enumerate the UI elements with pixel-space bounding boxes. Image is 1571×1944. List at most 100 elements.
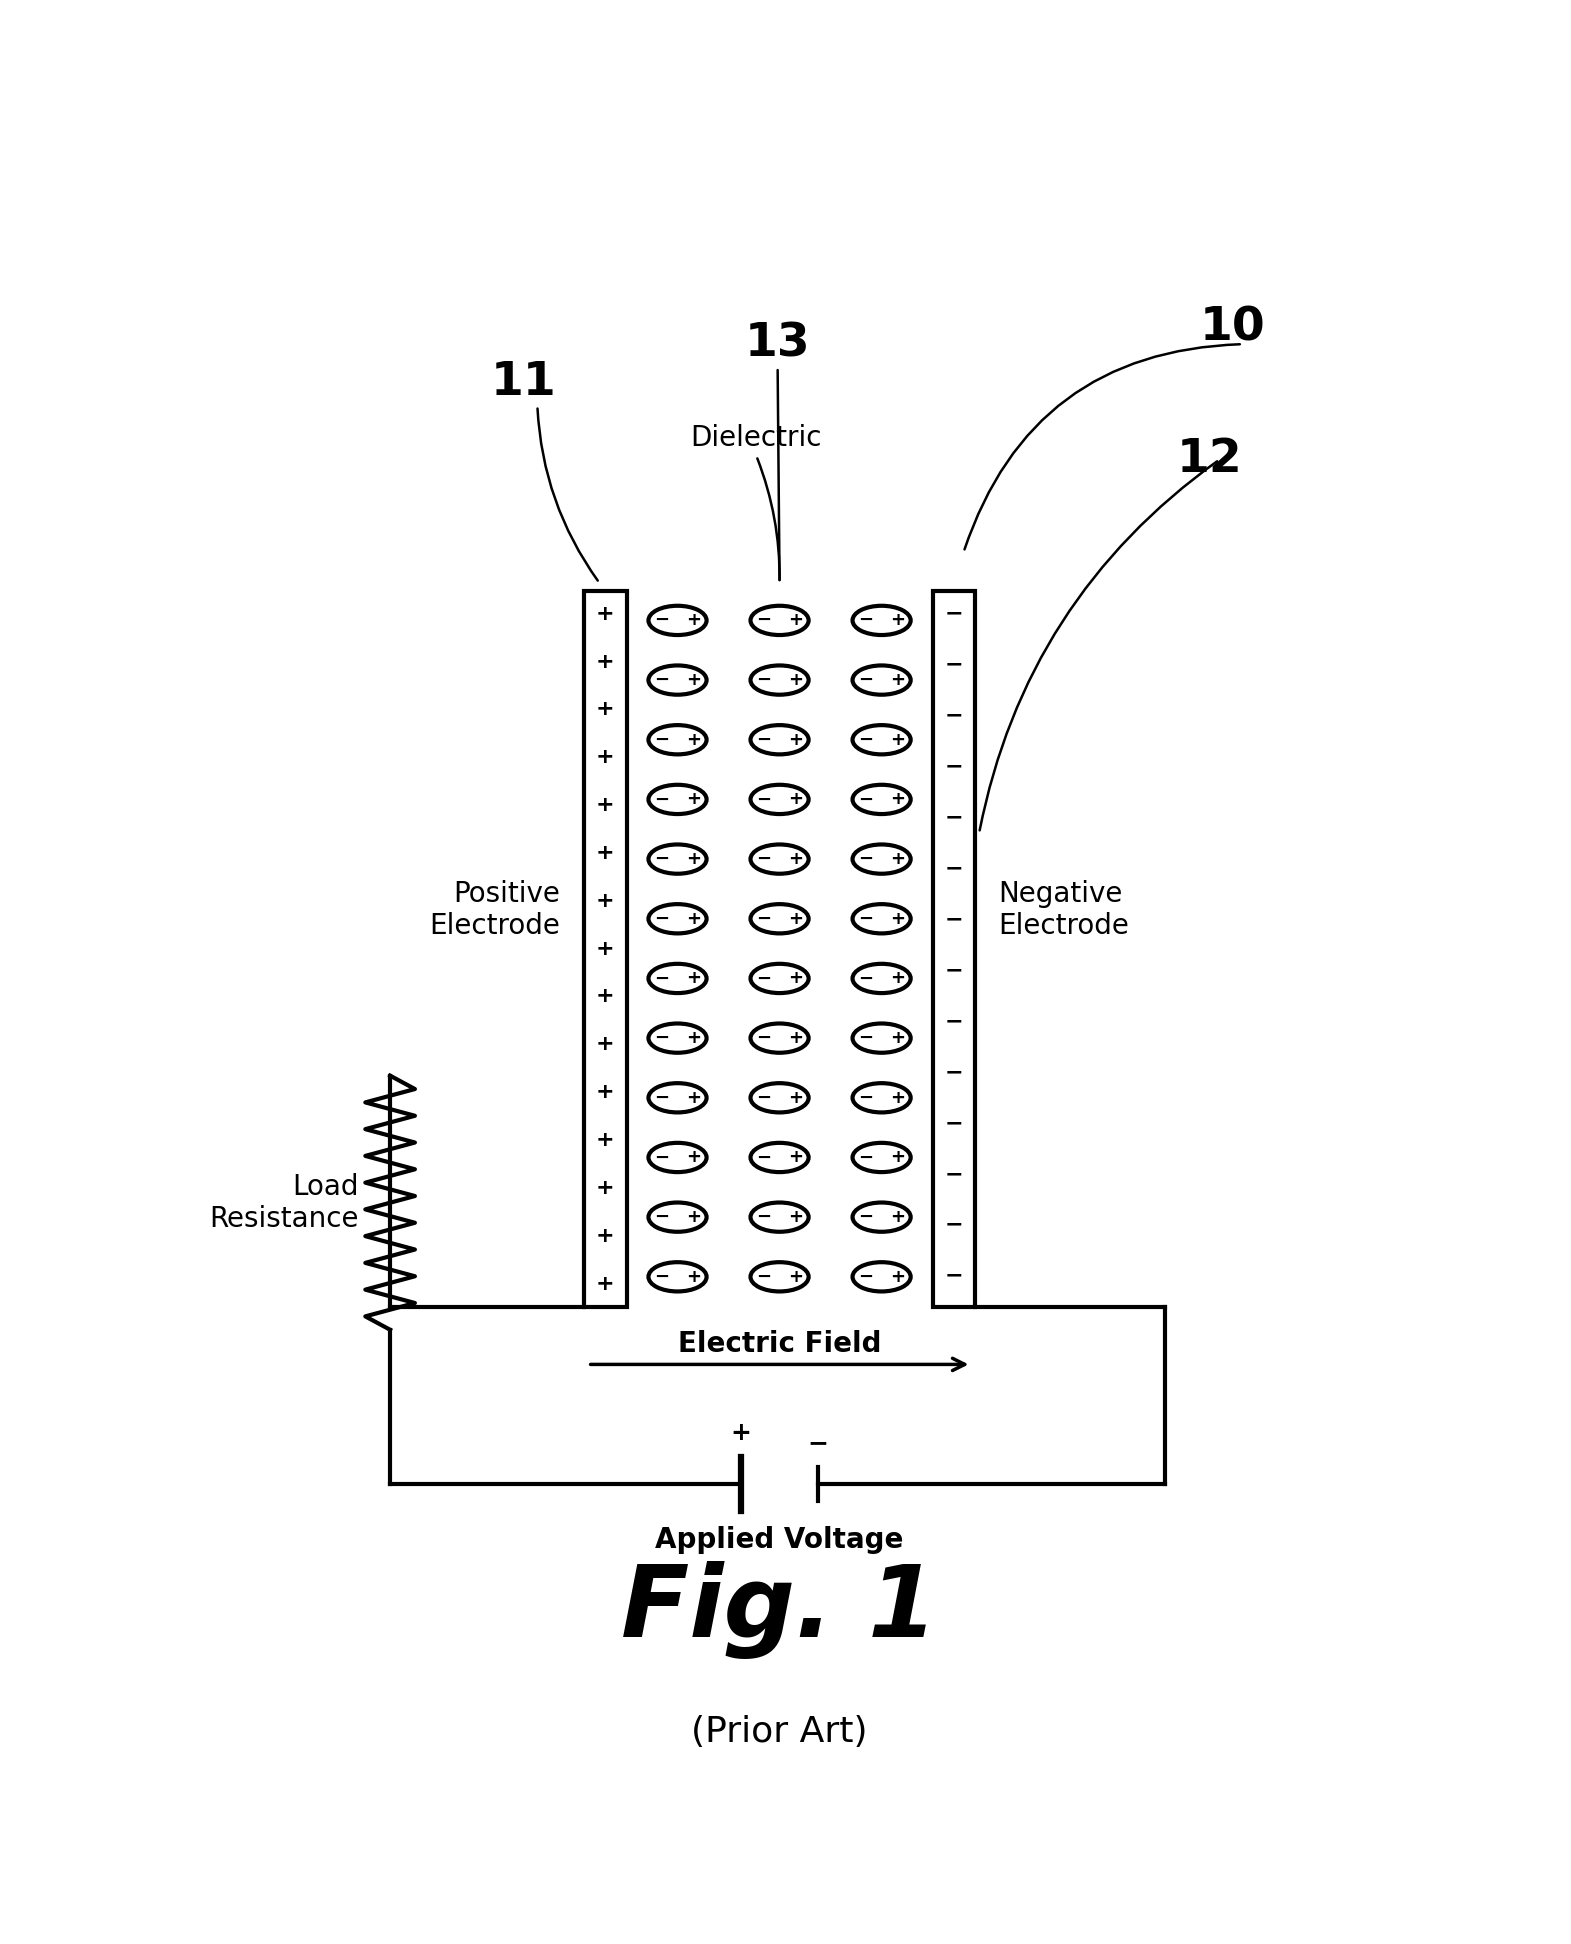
Text: +: + [595, 986, 614, 1007]
Ellipse shape [649, 964, 707, 993]
Ellipse shape [853, 844, 911, 873]
Text: +: + [889, 1089, 905, 1106]
Ellipse shape [751, 1203, 809, 1232]
Ellipse shape [649, 725, 707, 754]
Text: +: + [595, 1083, 614, 1102]
Text: Fig. 1: Fig. 1 [621, 1561, 938, 1658]
Text: −: − [756, 850, 771, 869]
Text: −: − [858, 1267, 873, 1285]
Text: Electric Field: Electric Field [677, 1330, 881, 1359]
Text: +: + [787, 731, 803, 748]
Ellipse shape [649, 785, 707, 815]
Text: +: + [595, 890, 614, 910]
Ellipse shape [853, 904, 911, 933]
Text: +: + [685, 1028, 701, 1048]
Text: −: − [944, 1011, 963, 1030]
Text: −: − [858, 1089, 873, 1106]
Text: +: + [787, 791, 803, 809]
Text: −: − [756, 1028, 771, 1048]
Text: +: + [685, 671, 701, 688]
Text: +: + [787, 1207, 803, 1227]
Ellipse shape [853, 785, 911, 815]
Text: −: − [858, 1149, 873, 1166]
Text: +: + [595, 844, 614, 863]
Ellipse shape [649, 607, 707, 636]
Text: +: + [685, 612, 701, 630]
Text: +: + [685, 1207, 701, 1227]
Text: +: + [731, 1421, 751, 1444]
Text: −: − [944, 706, 963, 725]
Text: −: − [654, 791, 669, 809]
Text: −: − [654, 1028, 669, 1048]
Text: −: − [944, 859, 963, 879]
Text: +: + [595, 651, 614, 671]
Bar [584, 591, 627, 1306]
Text: Applied Voltage: Applied Voltage [655, 1526, 903, 1553]
Text: +: + [787, 970, 803, 988]
Ellipse shape [751, 1262, 809, 1291]
Ellipse shape [751, 964, 809, 993]
Text: +: + [787, 1028, 803, 1048]
Text: −: − [654, 850, 669, 869]
Text: −: − [858, 850, 873, 869]
Text: 11: 11 [490, 360, 556, 404]
Text: −: − [944, 910, 963, 929]
Text: +: + [685, 731, 701, 748]
Text: +: + [889, 1028, 905, 1048]
Ellipse shape [649, 1143, 707, 1172]
Text: −: − [858, 671, 873, 688]
Text: −: − [654, 970, 669, 988]
Text: +: + [685, 1149, 701, 1166]
Text: −: − [944, 1061, 963, 1083]
Ellipse shape [853, 1262, 911, 1291]
Text: +: + [889, 1267, 905, 1285]
Text: +: + [889, 970, 905, 988]
Text: +: + [685, 1089, 701, 1106]
Text: −: − [756, 1089, 771, 1106]
Ellipse shape [649, 1262, 707, 1291]
Text: −: − [756, 612, 771, 630]
Text: (Prior Art): (Prior Art) [691, 1715, 867, 1750]
Bar [933, 591, 976, 1306]
Ellipse shape [751, 785, 809, 815]
Text: +: + [787, 1149, 803, 1166]
Text: −: − [756, 791, 771, 809]
Text: +: + [685, 1267, 701, 1285]
Text: −: − [858, 612, 873, 630]
Text: −: − [756, 671, 771, 688]
Text: +: + [595, 605, 614, 624]
Text: +: + [595, 939, 614, 958]
Text: +: + [787, 671, 803, 688]
Text: −: − [654, 1207, 669, 1227]
Ellipse shape [853, 1143, 911, 1172]
Ellipse shape [853, 607, 911, 636]
Text: −: − [654, 612, 669, 630]
Text: −: − [944, 756, 963, 776]
Ellipse shape [751, 1083, 809, 1112]
Text: −: − [944, 1215, 963, 1234]
Ellipse shape [751, 607, 809, 636]
Text: +: + [889, 1149, 905, 1166]
Text: +: + [787, 850, 803, 869]
Ellipse shape [751, 904, 809, 933]
Text: Dielectric: Dielectric [691, 424, 822, 451]
Text: +: + [595, 1034, 614, 1054]
Text: +: + [685, 791, 701, 809]
Ellipse shape [649, 665, 707, 694]
Ellipse shape [751, 725, 809, 754]
Text: +: + [595, 700, 614, 719]
Text: +: + [889, 671, 905, 688]
Text: −: − [654, 671, 669, 688]
Text: +: + [685, 850, 701, 869]
Text: −: − [858, 970, 873, 988]
Text: −: − [654, 910, 669, 927]
Ellipse shape [649, 904, 707, 933]
Ellipse shape [853, 964, 911, 993]
Text: +: + [787, 910, 803, 927]
Text: Negative
Electrode: Negative Electrode [999, 881, 1130, 941]
Text: 12: 12 [1177, 437, 1243, 482]
Text: +: + [595, 1129, 614, 1151]
Ellipse shape [751, 665, 809, 694]
Ellipse shape [751, 1143, 809, 1172]
Text: −: − [756, 1267, 771, 1285]
